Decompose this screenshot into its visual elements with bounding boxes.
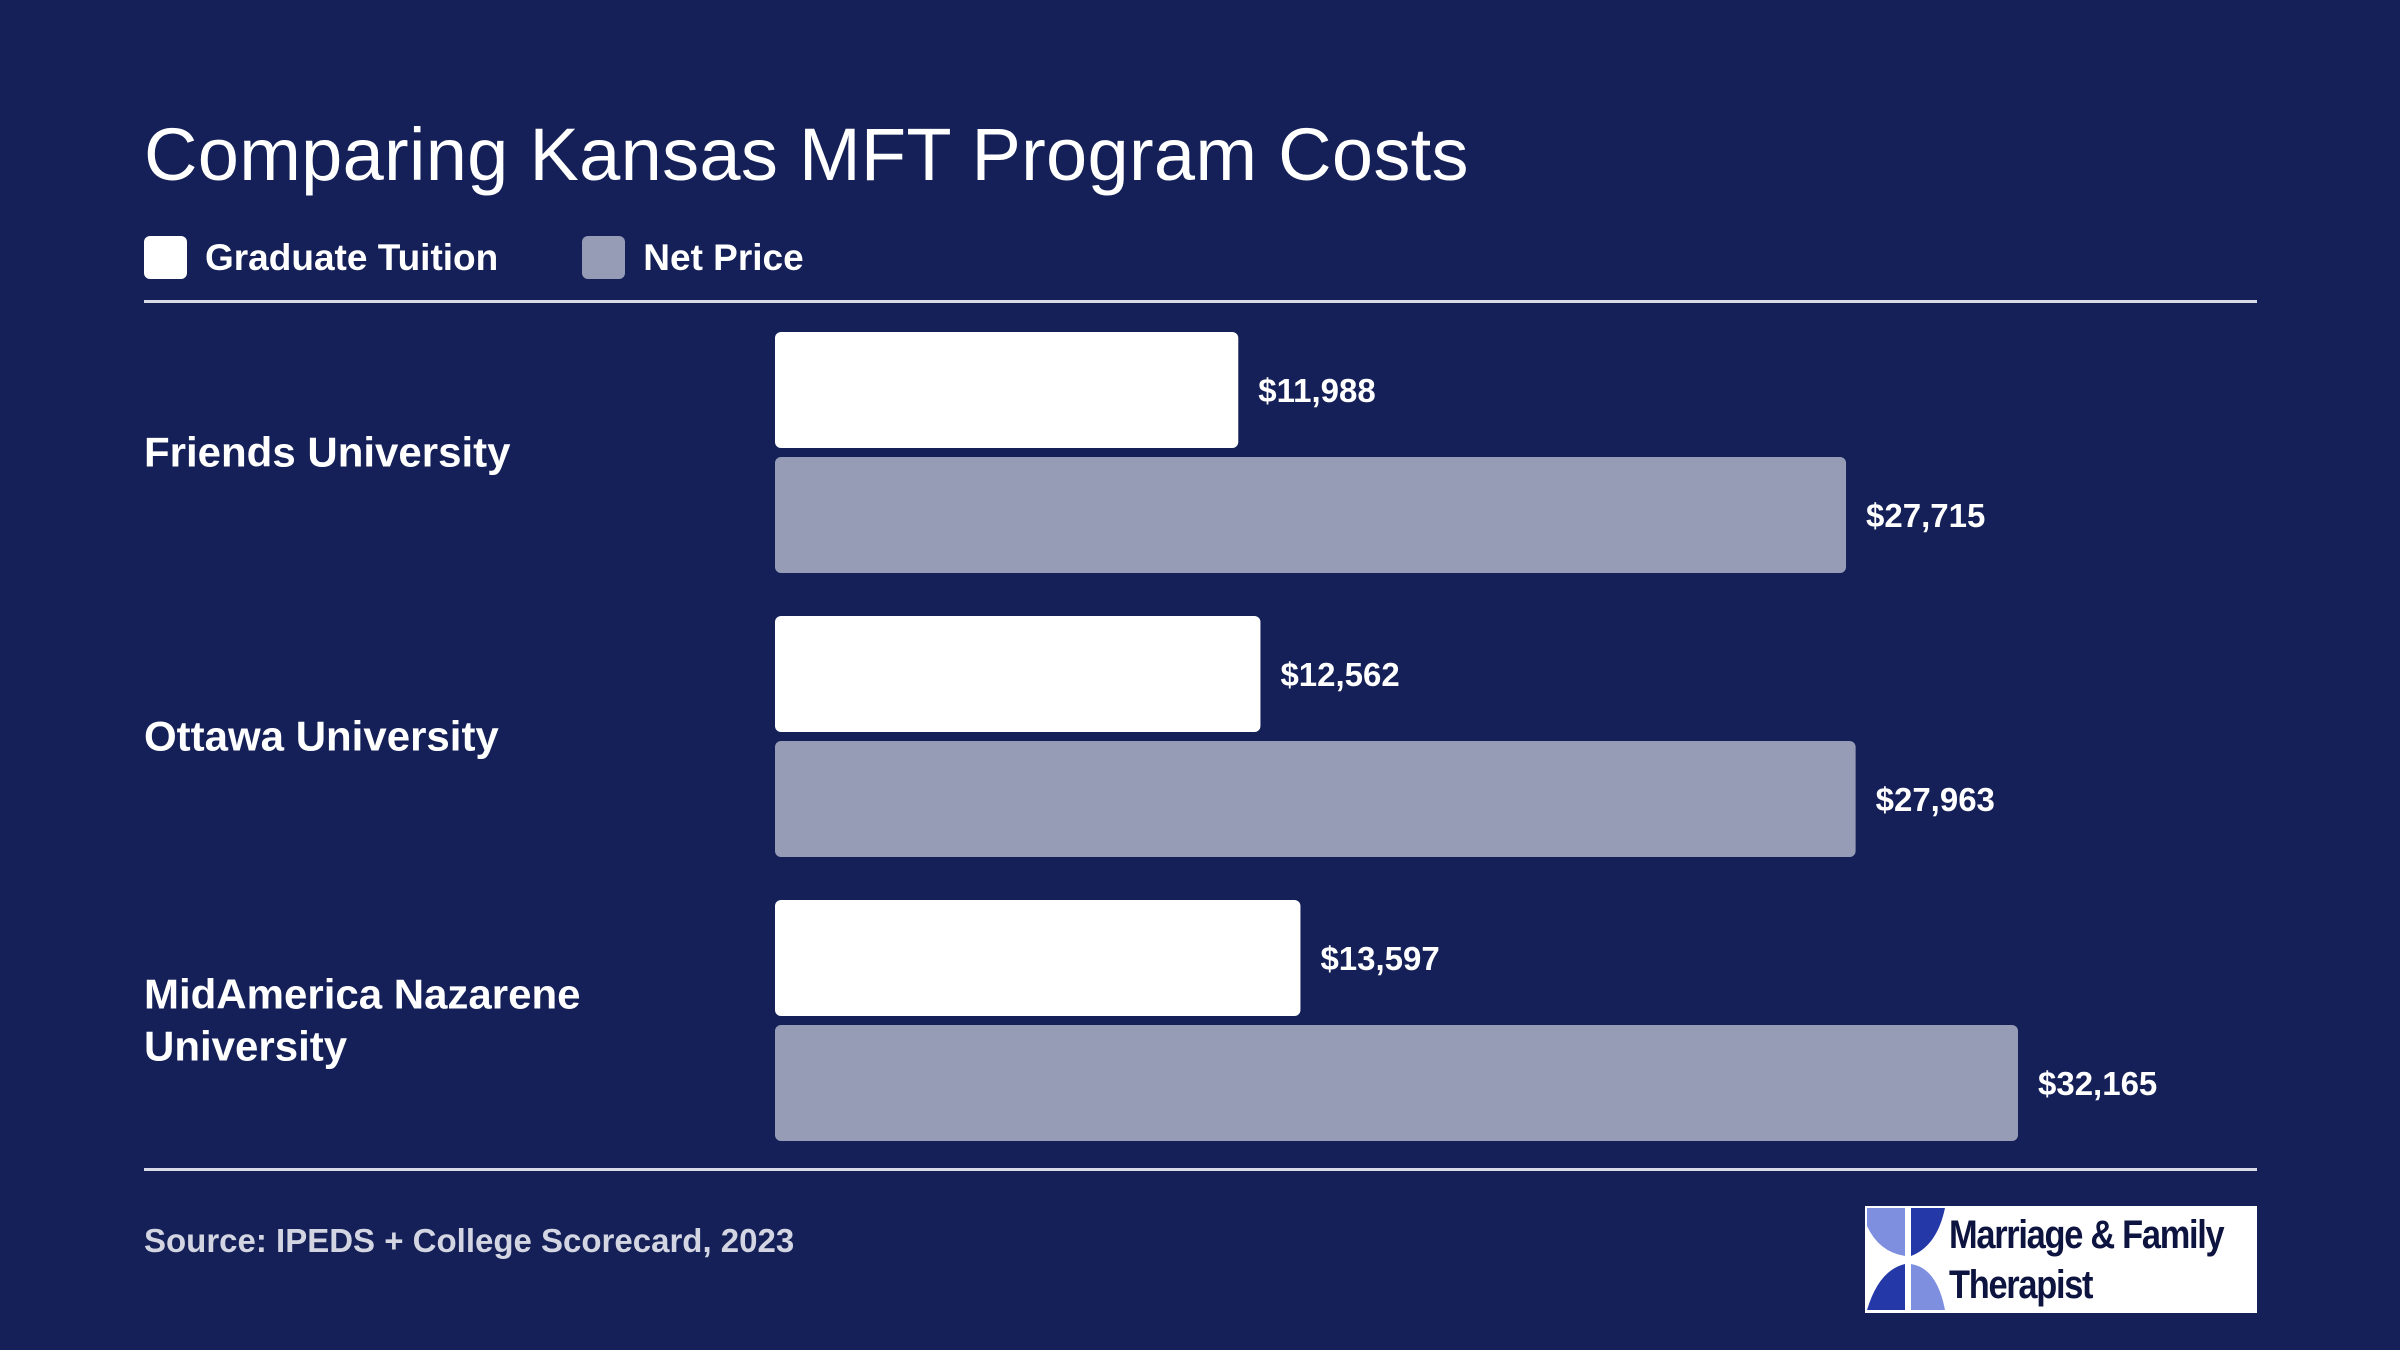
category-label: Ottawa University xyxy=(144,713,499,760)
value-label: $27,963 xyxy=(1876,781,1995,818)
value-label: $13,597 xyxy=(1320,940,1439,977)
bar-graduate-tuition xyxy=(775,900,1301,1016)
logo-line-1: Marriage & Family xyxy=(1949,1212,2225,1257)
bar-net-price xyxy=(775,1025,2018,1141)
chart-title: Comparing Kansas MFT Program Costs xyxy=(144,113,1469,196)
logo-line-2: Therapist xyxy=(1949,1262,2094,1307)
legend-item-net-price: Net Price xyxy=(582,236,804,279)
value-label: $27,715 xyxy=(1866,497,1985,534)
legend: Graduate Tuition Net Price xyxy=(144,236,888,279)
mft-logo-icon xyxy=(1865,1206,1949,1313)
bar-graduate-tuition xyxy=(775,332,1239,448)
legend-swatch-tuition xyxy=(144,236,187,279)
category-label: MidAmerica Nazarene xyxy=(144,971,581,1018)
bar-graduate-tuition xyxy=(775,616,1261,732)
bar-net-price xyxy=(775,457,1847,573)
bar-net-price xyxy=(775,741,1856,857)
legend-label-net-price: Net Price xyxy=(643,236,804,278)
value-label: $32,165 xyxy=(2038,1065,2157,1102)
category-label: University xyxy=(144,1023,348,1070)
bottom-divider xyxy=(144,1168,2257,1171)
logo-wordmark: Marriage & Family Therapist xyxy=(1949,1210,2225,1310)
legend-swatch-net-price xyxy=(582,236,626,279)
legend-item-tuition: Graduate Tuition xyxy=(144,236,498,279)
value-label: $12,562 xyxy=(1280,656,1399,693)
legend-label-tuition: Graduate Tuition xyxy=(205,236,499,278)
top-divider xyxy=(144,300,2257,303)
value-label: $11,988 xyxy=(1258,372,1375,409)
category-label: Friends University xyxy=(144,429,511,476)
brand-logo: Marriage & Family Therapist xyxy=(1865,1206,2257,1313)
source-note: Source: IPEDS + College Scorecard, 2023 xyxy=(144,1222,795,1259)
